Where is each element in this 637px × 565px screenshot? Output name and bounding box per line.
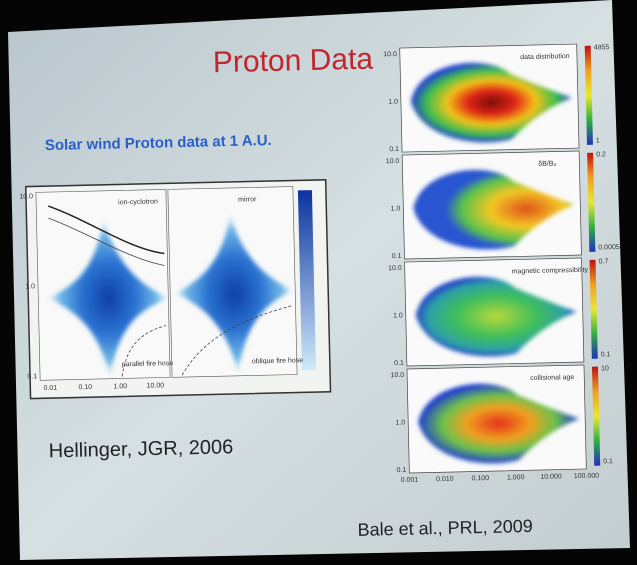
- distribution-blob: [415, 277, 577, 357]
- y-tick-label: 10.0: [386, 158, 400, 165]
- colorbar: [591, 366, 601, 466]
- y-tick-label: 0.1: [394, 360, 404, 367]
- panel-label: data distribution: [520, 53, 570, 61]
- x-tick-label: 0.10: [78, 384, 92, 391]
- panel-label: mirror: [238, 196, 257, 203]
- threshold-curve: [121, 325, 167, 377]
- x-tick-label: 0.01: [43, 385, 57, 392]
- distribution-blob: [418, 384, 580, 464]
- x-tick-label: 0.010: [436, 476, 454, 483]
- colorbar: [584, 45, 593, 145]
- colorbar-label: 1: [596, 137, 600, 144]
- threshold-curve: [181, 305, 293, 376]
- y-tick-label: 10.0: [388, 265, 402, 272]
- colorbar-label: 0.2: [596, 151, 606, 158]
- threshold-curve: [48, 217, 165, 266]
- panel-label: δB/B₀: [538, 160, 556, 167]
- colorbar-label: 0.1: [603, 458, 613, 465]
- colorbar-label: 4855: [594, 44, 610, 51]
- colorbar-label: 0.1: [601, 351, 611, 358]
- colorbar: [587, 152, 596, 252]
- x-tick-label: 0.100: [471, 475, 489, 482]
- y-tick-label: 1.0: [395, 419, 405, 426]
- x-tick-label: 100.000: [574, 473, 600, 481]
- y-tick-label: 1.0: [391, 205, 401, 212]
- annotation: oblique fire hose: [252, 357, 304, 365]
- panel-label: magnetic compressibility: [512, 267, 589, 276]
- panel-label: collisional age: [530, 374, 574, 382]
- y-tick-label: 1.0: [388, 98, 398, 105]
- colorbar: [297, 190, 316, 371]
- slide-subtitle: Solar wind Proton data at 1 A.U.: [45, 132, 272, 154]
- x-tick-label: 10.00: [146, 382, 164, 389]
- distribution-blob: [175, 213, 294, 374]
- y-tick-label: 10.0: [390, 372, 404, 379]
- distribution-blob: [413, 170, 575, 250]
- y-tick-label: 1.0: [393, 312, 403, 319]
- threshold-curve: [47, 205, 165, 255]
- y-tick-label: 0.1: [27, 373, 37, 380]
- y-tick-label: 0.1: [392, 253, 402, 260]
- panel-label: ion-cyclotron: [118, 198, 158, 206]
- distribution-blob: [410, 63, 572, 143]
- x-tick-label: 0.001: [401, 477, 419, 484]
- colorbar-label: 10: [601, 365, 609, 372]
- colorbar-label: 0.0005: [598, 244, 620, 251]
- right-figure: data distribution 4855 1 10.0 1.0 0.1 δB/B₀ 0.2…: [383, 43, 620, 484]
- y-tick-label: 0.1: [396, 467, 406, 474]
- citation: Bale et al., PRL, 2009: [357, 516, 533, 540]
- left-figure: ion-cyclotron mirror parallel fire hose obl…: [19, 179, 332, 400]
- colorbar: [589, 259, 598, 359]
- x-tick-label: 1.000: [507, 474, 525, 481]
- x-tick-label: 1.00: [113, 383, 127, 390]
- y-tick-label: 10.0: [19, 193, 33, 200]
- slide-title: Proton Data: [213, 43, 374, 80]
- y-tick-label: 10.0: [383, 51, 397, 58]
- y-tick-label: 1.0: [25, 283, 35, 290]
- citation: Hellinger, JGR, 2006: [49, 436, 234, 462]
- distribution-blob: [48, 219, 169, 377]
- x-tick-label: 10.000: [540, 473, 562, 480]
- annotation: parallel fire hose: [122, 360, 174, 368]
- y-tick-label: 0.1: [389, 146, 399, 153]
- colorbar-label: 0.7: [599, 258, 609, 265]
